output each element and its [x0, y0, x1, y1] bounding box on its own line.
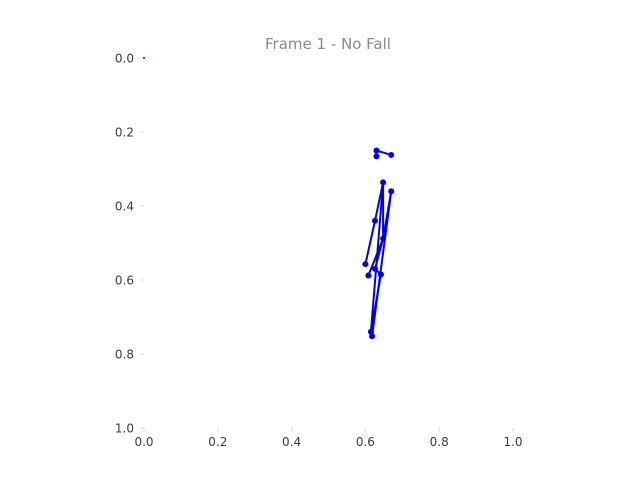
x-tick-label: 0.0 — [134, 435, 153, 449]
skeleton-segment — [364, 219, 376, 266]
keypoint — [143, 57, 145, 59]
x-tick-label: 0.8 — [430, 435, 449, 449]
keypoint — [371, 265, 378, 272]
skeleton-segment — [369, 273, 382, 333]
keypoint — [365, 272, 372, 279]
y-tick-label: 0.0 — [115, 52, 134, 66]
y-tick-label: 0.8 — [115, 348, 134, 362]
chart-title: Frame 1 - No Fall — [265, 35, 391, 53]
y-tick-label: 0.4 — [115, 200, 134, 214]
axes: 0.0 0.2 0.4 0.6 0.8 1.00.00.20.40.60.81.0 — [115, 52, 523, 450]
keypoint — [380, 235, 387, 242]
x-tick-label: 1.0 — [503, 435, 522, 449]
keypoint — [373, 153, 380, 160]
y-tick-label: 1.0 — [115, 422, 134, 436]
y-tick-label: 0.6 — [115, 274, 134, 288]
keypoint — [388, 188, 395, 195]
keypoint — [388, 151, 395, 158]
skeleton-points — [143, 57, 395, 340]
skeleton-segment — [369, 181, 385, 333]
keypoint — [362, 261, 369, 268]
keypoint — [377, 271, 384, 278]
x-tick-label: 0.2 — [208, 435, 227, 449]
x-tick-label: 0.4 — [282, 435, 301, 449]
x-tick-label: 0.6 — [356, 435, 375, 449]
keypoint — [380, 179, 387, 186]
skeleton-segments — [364, 149, 393, 338]
keypoint — [369, 333, 376, 340]
keypoint — [373, 147, 380, 154]
keypoint — [371, 217, 378, 224]
y-tick-label: 0.2 — [115, 126, 134, 140]
